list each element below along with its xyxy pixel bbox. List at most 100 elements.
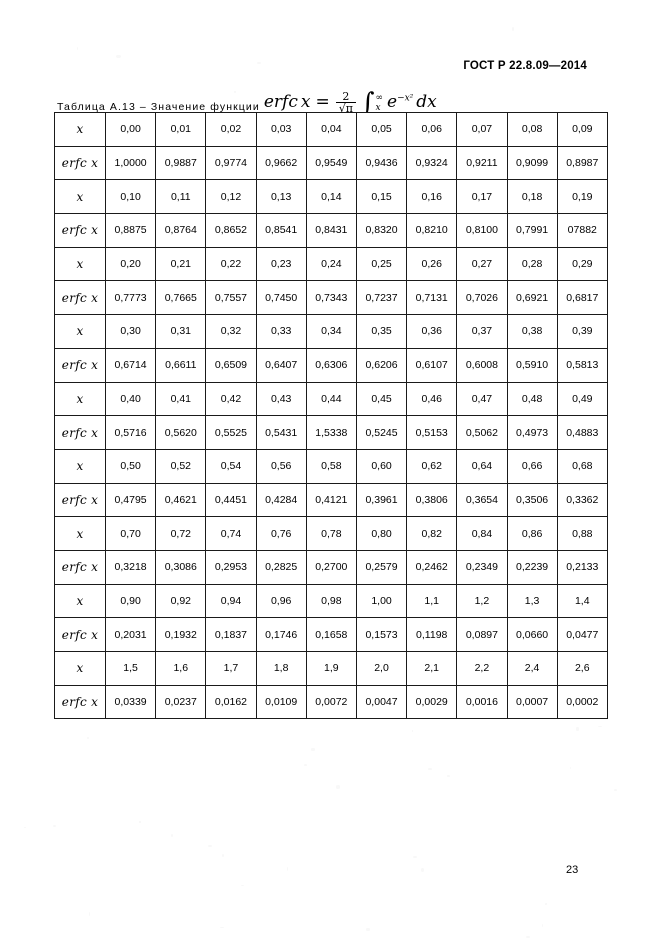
table-cell: 0,41	[155, 381, 207, 417]
table-cell: 0,0897	[456, 617, 508, 652]
table-row: erfc x 0,8875 0,8764 0,8652 0,8541 0,8431 0,83…	[54, 213, 608, 248]
table-cell: 0,92	[155, 583, 207, 619]
formula-differential: dx	[416, 92, 437, 113]
table-cell: 1,8	[255, 651, 307, 686]
table-cell: 0,9887	[155, 145, 207, 181]
table-cell: 0,26	[406, 246, 458, 282]
table-cell: 0,5245	[355, 415, 408, 450]
table-cell: 0,28	[506, 246, 558, 282]
table-cell: 0,50	[104, 448, 157, 484]
table-cell: 0,8541	[255, 213, 307, 248]
table-cell: 1,00	[355, 583, 408, 619]
erfc-formula: erfc x = 2 √π ∫ ∞ x e−x² dx	[264, 89, 437, 116]
table-cell: 0,4284	[255, 482, 307, 518]
table-caption-text: Таблица А.13 – Значение функции	[57, 101, 260, 113]
formula-integral: ∫ ∞ x	[361, 90, 384, 116]
table-cell: 0,45	[355, 381, 408, 417]
table-cell: 0,20	[104, 246, 157, 282]
table-cell: 0,47	[456, 381, 508, 417]
table-cell: 0,2953	[205, 549, 257, 585]
table-cell: 0,19	[556, 179, 608, 215]
integrand-exponent: −x²	[397, 93, 414, 104]
table-row: x 0,30 0,31 0,32 0,33 0,34 0,35 0,36 0,37 0,38 0,3…	[54, 314, 608, 349]
row-label-cell: erfc x	[54, 617, 106, 652]
table-cell: 0,5525	[205, 415, 257, 450]
table-cell: 0,52	[155, 448, 207, 484]
table-row: erfc x 0,6714 0,6611 0,6509 0,6407 0,6306 0,62…	[54, 347, 608, 383]
table-cell: 0,27	[456, 246, 508, 282]
row-label-cell: erfc x	[54, 549, 106, 585]
table-cell: 0,82	[406, 516, 458, 551]
table-cell: 0,2031	[104, 617, 157, 652]
table-cell: 0,72	[155, 516, 207, 551]
table-row: x 0,70 0,72 0,74 0,76 0,78 0,80 0,82 0,84 0,86 0,8…	[54, 516, 608, 551]
table-cell: 0,84	[456, 516, 508, 551]
table-cell: 0,62	[406, 448, 458, 484]
table-row: erfc x 1,0000 0,9887 0,9774 0,9662 0,9549 0,94…	[54, 145, 608, 181]
table-row: erfc x 0,0339 0,0237 0,0162 0,0109 0,0072 0,00…	[54, 684, 608, 720]
table-cell: 0,7991	[506, 213, 558, 248]
table-cell: 0,31	[155, 314, 207, 349]
table-cell: 0,49	[556, 381, 608, 417]
table-cell: 0,07	[456, 112, 508, 147]
table-cell: 0,14	[305, 179, 357, 215]
row-label-cell: x	[54, 516, 106, 551]
table-cell: 0,22	[205, 246, 257, 282]
table-cell: 1,1	[406, 583, 458, 619]
table-cell: 0,66	[506, 448, 558, 484]
table-cell: 0,6921	[506, 280, 558, 316]
table-cell: 0,35	[355, 314, 408, 349]
table-row: x 0,90 0,92 0,94 0,96 0,98 1,00 1,1 1,2 1,3 1,4	[54, 583, 608, 619]
table-cell: 0,04	[305, 112, 357, 147]
table-cell: 0,1746	[255, 617, 307, 652]
table-cell: 0,16	[406, 179, 458, 215]
table-cell: 0,1837	[205, 617, 257, 652]
table-cell: 0,98	[305, 583, 357, 619]
formula-fraction-numerator: 2	[342, 89, 350, 103]
table-cell: 0,76	[255, 516, 307, 551]
table-cell: 0,6206	[355, 347, 408, 383]
table-cell: 0,0002	[556, 684, 608, 720]
table-cell: 0,6509	[205, 347, 257, 383]
table-cell: 0,18	[506, 179, 558, 215]
table-cell: 0,12	[205, 179, 257, 215]
table-row: erfc x 0,3218 0,3086 0,2953 0,2825 0,2700 0,25…	[54, 549, 608, 585]
table-cell: 0,70	[104, 516, 157, 551]
table-cell: 0,03	[255, 112, 307, 147]
table-cell: 0,4121	[305, 482, 357, 518]
table-cell: 0,6107	[406, 347, 458, 383]
table-cell: 0,8320	[355, 213, 408, 248]
table-cell: 0,96	[255, 583, 307, 619]
row-label-cell: erfc x	[54, 145, 106, 181]
table-cell: 0,3806	[406, 482, 458, 518]
table-cell: 0,15	[355, 179, 408, 215]
table-cell: 0,46	[406, 381, 458, 417]
table-cell: 0,9662	[255, 145, 307, 181]
table-cell: 0,56	[255, 448, 307, 484]
table-cell: 0,8210	[406, 213, 458, 248]
table-caption: Таблица А.13 – Значение функции erfc x =…	[57, 80, 601, 116]
table-cell: 0,40	[104, 381, 157, 417]
table-cell: 0,2133	[556, 549, 608, 585]
table-cell: 0,5431	[255, 415, 307, 450]
table-cell: 0,7773	[104, 280, 157, 316]
table-cell: 2,1	[406, 651, 458, 686]
table-cell: 0,0477	[556, 617, 608, 652]
table-cell: 0,34	[305, 314, 357, 349]
table-cell: 0,60	[355, 448, 408, 484]
table-cell: 0,2700	[305, 549, 357, 585]
table-cell: 0,02	[205, 112, 257, 147]
integral-upper-limit: ∞	[375, 92, 384, 103]
row-label-cell: x	[54, 179, 106, 215]
erfc-values-table: x 0,00 0,01 0,02 0,03 0,04 0,05 0,06 0,07 0,08 0,0…	[54, 112, 608, 720]
table-cell: 0,13	[255, 179, 307, 215]
table-row: x 1,5 1,6 1,7 1,8 1,9 2,0 2,1 2,2 2,4 2,6	[54, 651, 608, 686]
table-cell: 0,6714	[104, 347, 157, 383]
table-cell: 0,08	[506, 112, 558, 147]
table-cell: 0,48	[506, 381, 558, 417]
table-cell: 1,5338	[305, 415, 357, 450]
table-cell: 0,9774	[205, 145, 257, 181]
table-cell: 0,24	[305, 246, 357, 282]
table-cell: 0,38	[506, 314, 558, 349]
table-cell: 0,5620	[155, 415, 207, 450]
